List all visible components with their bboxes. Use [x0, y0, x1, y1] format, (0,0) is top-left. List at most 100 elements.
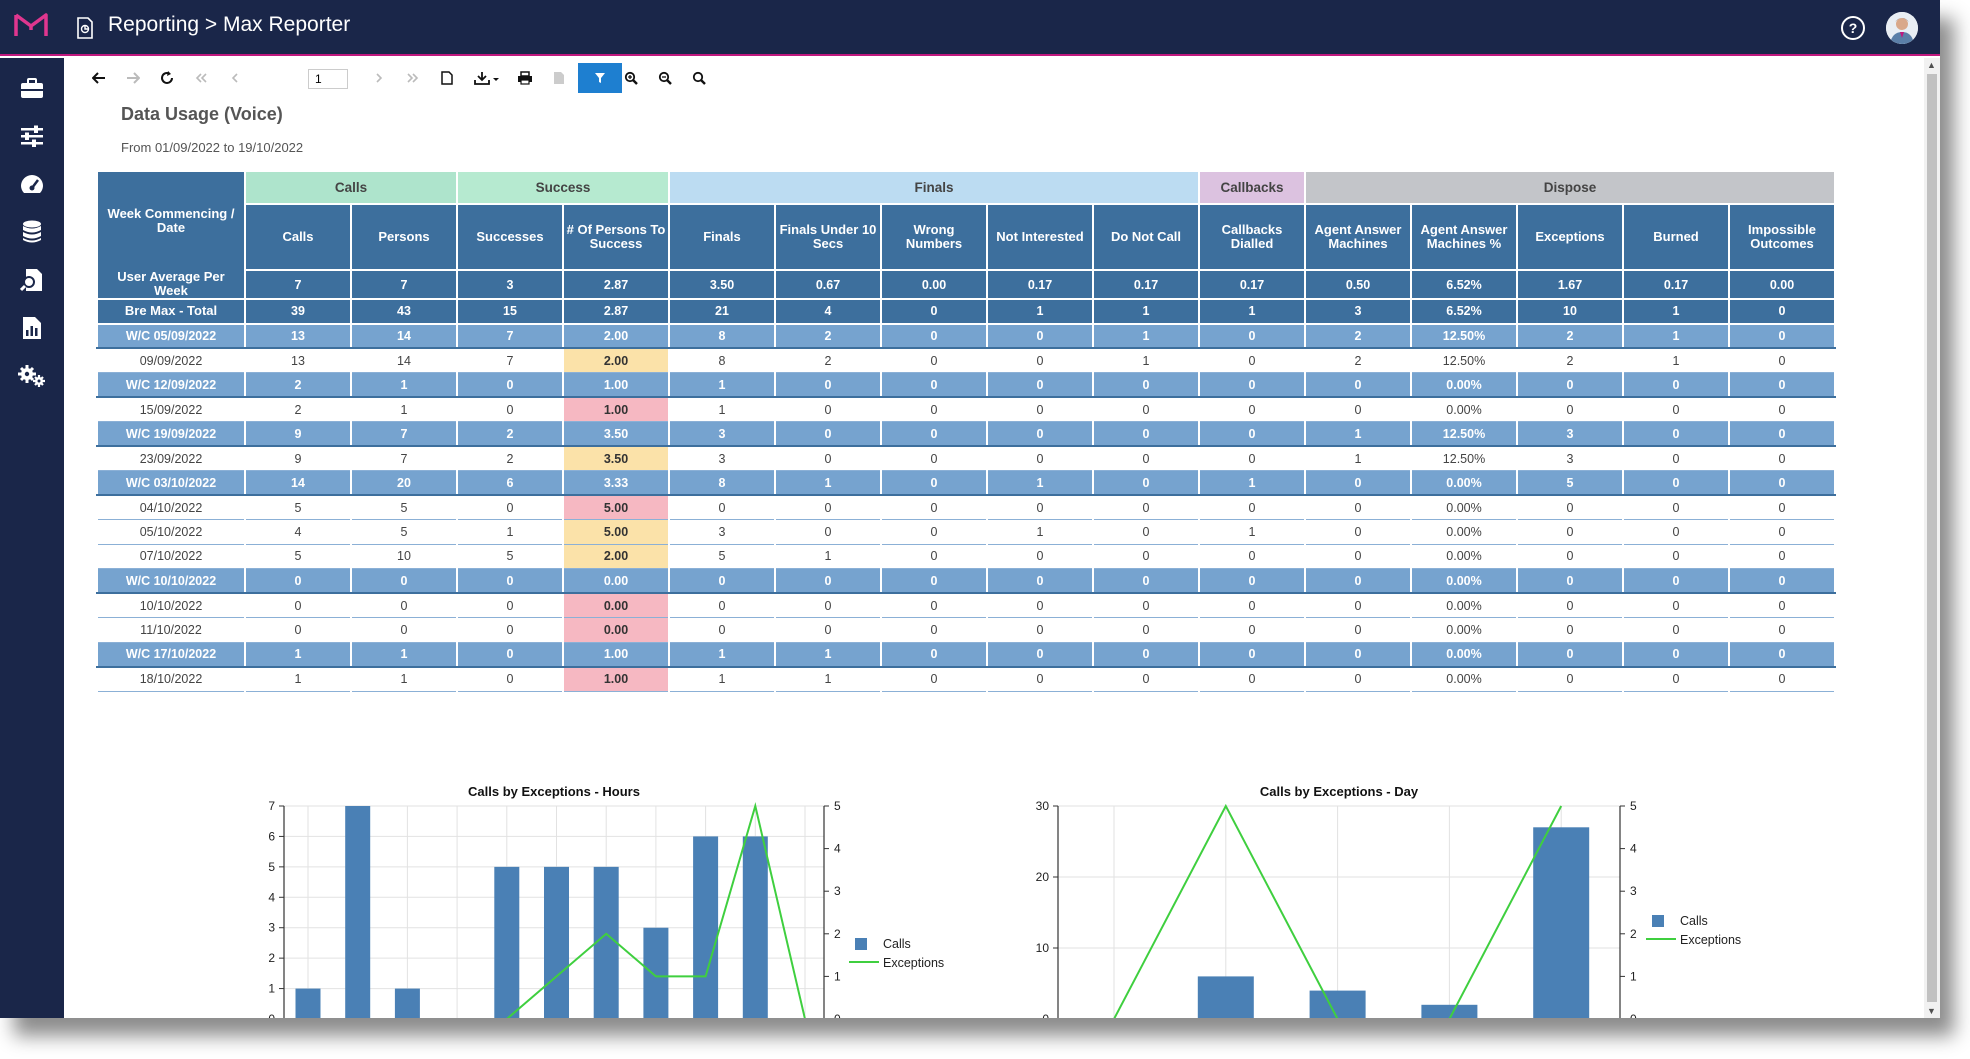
legend-calls-label[interactable]: Calls — [1680, 914, 1708, 928]
filter-icon[interactable] — [578, 63, 622, 93]
column-header[interactable]: Calls — [244, 204, 352, 271]
report-toolbar — [64, 63, 1064, 93]
table-cell: 0 — [1622, 568, 1730, 594]
print-layout-icon[interactable] — [544, 63, 574, 93]
page-setup-icon[interactable] — [432, 63, 462, 93]
legend-exceptions-label[interactable]: Exceptions — [883, 956, 944, 970]
scrollbar-thumb[interactable] — [1927, 74, 1937, 1002]
bar-calls[interactable] — [1197, 976, 1254, 1018]
bar-calls[interactable] — [1421, 1004, 1478, 1018]
bar-calls[interactable] — [544, 866, 569, 1018]
first-page-icon[interactable] — [186, 63, 216, 93]
page-number-input[interactable] — [308, 69, 348, 89]
last-page-icon[interactable] — [398, 63, 428, 93]
scroll-down-icon[interactable]: ▼ — [1927, 1006, 1936, 1016]
bar-calls[interactable] — [1309, 990, 1366, 1018]
row-label: 23/09/2022 — [96, 446, 246, 471]
table-cell: 0 — [1092, 593, 1200, 618]
table-cell: 5 — [1516, 470, 1624, 496]
column-header[interactable]: Persons — [350, 204, 458, 271]
table-cell: 2 — [774, 348, 882, 373]
bar-calls[interactable] — [345, 806, 371, 1018]
data-usage-table: Week Commencing / Date Calls Success Finals… — [96, 172, 1836, 692]
y2-tick-label: 1 — [1630, 969, 1637, 983]
table-cell: 1 — [1092, 348, 1200, 373]
app-logo-icon[interactable] — [14, 12, 48, 43]
table-cell: 0 — [1516, 666, 1624, 692]
table-cell: 0 — [774, 593, 882, 618]
table-cell: 21 — [668, 299, 776, 325]
column-header[interactable]: # Of Persons To Success — [562, 204, 670, 271]
table-cell: 3 — [1516, 421, 1624, 447]
previous-page-icon[interactable] — [220, 63, 250, 93]
column-header[interactable]: Exceptions — [1516, 204, 1624, 271]
table-cell: 0 — [1728, 446, 1836, 471]
y-tick-label: 0 — [268, 1012, 275, 1018]
bar-calls[interactable] — [693, 836, 719, 1018]
forward-icon[interactable] — [118, 63, 148, 93]
line-exceptions[interactable] — [1113, 803, 1563, 1018]
refresh-icon[interactable] — [152, 63, 182, 93]
column-header[interactable]: Burned — [1622, 204, 1730, 271]
bar-calls[interactable] — [1533, 827, 1590, 1018]
sliders-icon[interactable] — [18, 122, 46, 150]
export-download-icon[interactable] — [468, 63, 506, 93]
table-cell: 5 — [456, 544, 564, 569]
table-cell: 0 — [1198, 421, 1306, 447]
scroll-up-icon[interactable]: ▲ — [1927, 60, 1936, 70]
report-viewer: Data Usage (Voice) From 01/09/2022 to 19… — [64, 58, 1924, 1018]
next-page-icon[interactable] — [364, 63, 394, 93]
column-header[interactable]: Impossible Outcomes — [1728, 204, 1836, 271]
dashboard-gauge-icon[interactable] — [18, 170, 46, 198]
legend-exceptions-label[interactable]: Exceptions — [1680, 933, 1741, 947]
column-header[interactable]: Agent Answer Machines — [1304, 204, 1412, 271]
table-cell: 0 — [1092, 372, 1200, 398]
y2-tick-label: 2 — [1630, 927, 1637, 941]
bar-calls[interactable] — [593, 866, 619, 1018]
bar-calls[interactable] — [394, 988, 420, 1018]
table-cell: 1 — [350, 642, 458, 668]
search-document-icon[interactable] — [18, 266, 46, 294]
gears-icon[interactable] — [18, 362, 46, 390]
user-avatar[interactable] — [1886, 12, 1918, 44]
column-header[interactable]: Finals — [668, 204, 776, 271]
print-icon[interactable] — [510, 63, 540, 93]
bar-calls[interactable] — [643, 927, 669, 1018]
column-header[interactable]: Successes — [456, 204, 564, 271]
table-cell: 0 — [1622, 519, 1730, 545]
table-cell: 0 — [456, 495, 564, 520]
column-header[interactable]: Callbacks Dialled — [1198, 204, 1306, 271]
table-cell: 0 — [1198, 397, 1306, 422]
search-icon[interactable] — [684, 63, 714, 93]
top-bar: Reporting > Max Reporter ? — [0, 0, 1940, 56]
help-icon[interactable]: ? — [1840, 15, 1866, 46]
zoom-out-icon[interactable] — [650, 63, 680, 93]
table-row-summary: User Average Per Week 7 7 3 2.87 3.50 0.67 0.00… — [96, 270, 1836, 300]
line-exceptions[interactable] — [308, 802, 806, 1018]
zoom-in-icon[interactable] — [616, 63, 646, 93]
back-icon[interactable] — [84, 63, 114, 93]
table-cell: 0 — [1622, 666, 1730, 692]
column-header[interactable]: Not Interested — [986, 204, 1094, 271]
bar-calls[interactable] — [494, 866, 520, 1018]
y2-tick-label: 0 — [1630, 1012, 1637, 1018]
bar-calls[interactable] — [295, 988, 321, 1018]
vertical-scrollbar[interactable]: ▲ ▼ — [1924, 58, 1940, 1018]
legend-calls-label[interactable]: Calls — [883, 937, 911, 951]
table-cell: 1 — [350, 397, 458, 422]
column-header[interactable]: Agent Answer Machines % — [1410, 204, 1518, 271]
table-cell: 1 — [1092, 323, 1200, 349]
report-chart-icon[interactable] — [18, 314, 46, 342]
col-header-week[interactable]: Week Commencing / Date — [96, 172, 246, 270]
table-cell: 5 — [244, 495, 352, 520]
sidebar — [0, 58, 64, 1018]
column-header[interactable]: Finals Under 10 Secs — [774, 204, 882, 271]
briefcase-icon[interactable] — [18, 74, 46, 102]
y2-tick-label: 5 — [1630, 799, 1637, 813]
app-window: Reporting > Max Reporter ? — [0, 0, 1940, 1018]
column-header[interactable]: Wrong Numbers — [880, 204, 988, 271]
database-icon[interactable] — [18, 218, 46, 246]
bar-calls[interactable] — [742, 836, 768, 1018]
table-cell: 7 — [456, 348, 564, 373]
column-header[interactable]: Do Not Call — [1092, 204, 1200, 271]
